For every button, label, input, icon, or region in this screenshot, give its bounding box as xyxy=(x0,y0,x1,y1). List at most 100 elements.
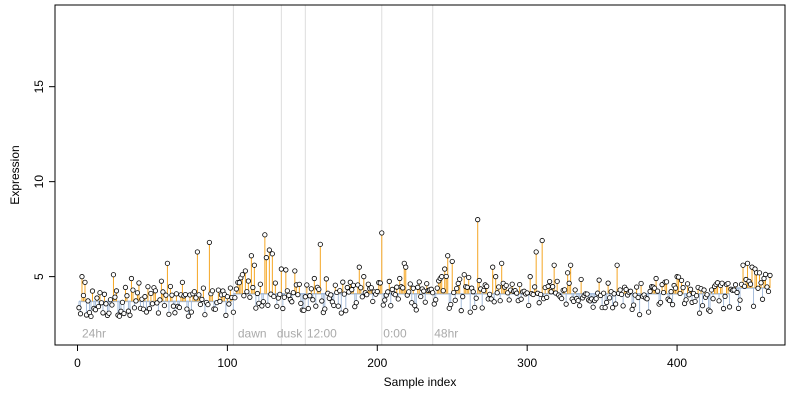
data-point xyxy=(605,280,611,286)
data-point xyxy=(272,280,278,286)
data-point xyxy=(767,272,773,278)
data-point xyxy=(762,271,769,278)
data-point xyxy=(176,304,183,311)
data-point xyxy=(406,289,412,295)
data-point xyxy=(323,276,329,282)
data-point xyxy=(388,303,394,309)
data-point xyxy=(106,310,112,316)
data-point xyxy=(317,241,323,247)
data-point xyxy=(92,307,99,313)
data-point xyxy=(239,272,245,278)
x-tick-label: 200 xyxy=(367,356,387,370)
data-point xyxy=(128,275,135,282)
data-point xyxy=(451,289,457,296)
data-point xyxy=(518,296,524,302)
data-point xyxy=(593,296,599,302)
data-point xyxy=(361,274,367,280)
data-point xyxy=(253,305,259,311)
data-point xyxy=(227,285,233,291)
data-point xyxy=(613,301,619,307)
data-point xyxy=(532,284,538,290)
data-point xyxy=(130,287,136,293)
data-point xyxy=(617,287,623,293)
data-point xyxy=(563,301,569,307)
data-point xyxy=(545,283,551,289)
data-point xyxy=(386,278,392,284)
data-point xyxy=(302,294,308,300)
data-point xyxy=(565,270,571,276)
data-point xyxy=(554,278,560,284)
data-point xyxy=(343,308,349,314)
data-point xyxy=(421,288,427,294)
data-point xyxy=(103,301,109,307)
data-point xyxy=(224,294,230,300)
data-point xyxy=(109,302,115,308)
data-point xyxy=(524,290,530,296)
data-point xyxy=(164,260,171,266)
data-point xyxy=(338,310,344,316)
data-point xyxy=(734,289,740,296)
data-point xyxy=(152,288,159,294)
data-point xyxy=(566,280,572,286)
data-point xyxy=(296,281,302,287)
data-point xyxy=(590,304,596,310)
data-point xyxy=(107,297,114,303)
data-point xyxy=(547,278,553,285)
data-point xyxy=(167,283,174,290)
data-point xyxy=(89,288,96,294)
data-point xyxy=(122,284,129,291)
data-point xyxy=(277,291,283,297)
data-point xyxy=(149,301,156,307)
data-point xyxy=(494,290,500,296)
x-axis: 0 100 200 300 400 xyxy=(74,344,687,370)
data-point xyxy=(732,282,739,288)
data-point xyxy=(199,296,205,302)
data-point xyxy=(452,297,458,303)
y-tick-label: 5 xyxy=(32,273,46,280)
data-point xyxy=(146,306,153,312)
data-point xyxy=(407,281,413,287)
data-point xyxy=(726,304,733,310)
data-point xyxy=(517,281,523,288)
data-point xyxy=(506,297,512,303)
data-point xyxy=(708,287,715,293)
data-point xyxy=(487,291,493,297)
data-point xyxy=(368,285,374,291)
data-point xyxy=(136,280,142,286)
data-point xyxy=(526,302,532,309)
data-point xyxy=(538,291,544,298)
data-point xyxy=(125,308,132,314)
data-point xyxy=(196,292,202,298)
data-point xyxy=(454,285,460,292)
data-point xyxy=(634,284,640,290)
data-point xyxy=(424,281,430,287)
data-point xyxy=(166,311,172,317)
data-point xyxy=(602,304,608,311)
data-point xyxy=(269,251,275,257)
data-point xyxy=(392,292,398,298)
data-point xyxy=(316,286,322,292)
data-point xyxy=(750,303,757,309)
data-point xyxy=(232,295,238,301)
data-points xyxy=(76,217,773,320)
data-point xyxy=(433,297,439,303)
data-point xyxy=(172,310,178,316)
data-point xyxy=(154,300,160,306)
data-point xyxy=(305,305,311,312)
data-point xyxy=(448,301,454,308)
data-point xyxy=(374,288,380,295)
data-point xyxy=(503,282,509,289)
data-point xyxy=(707,308,713,314)
data-point xyxy=(620,303,626,309)
data-point xyxy=(412,302,418,309)
data-point xyxy=(331,302,337,309)
data-point xyxy=(163,292,169,298)
section-label: 48hr xyxy=(434,327,458,341)
data-point xyxy=(403,264,409,270)
data-point xyxy=(636,312,643,318)
data-point xyxy=(274,303,280,309)
data-point xyxy=(400,285,406,291)
section-label: 0:00 xyxy=(383,327,407,341)
data-point xyxy=(82,279,88,285)
